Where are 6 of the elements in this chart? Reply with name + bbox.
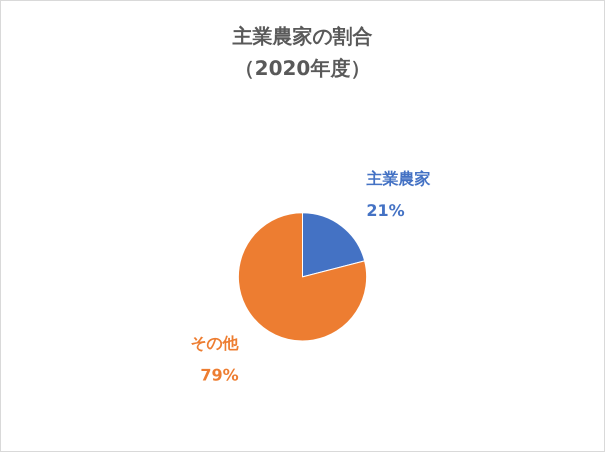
slice-label: 主業農家 bbox=[365, 169, 430, 188]
data-label: 79% bbox=[200, 366, 239, 385]
chart-title: 主業農家の割合 bbox=[232, 24, 372, 48]
slice-label: その他 bbox=[190, 334, 240, 353]
chart-subtitle: （2020年度） bbox=[234, 56, 370, 80]
data-label: 21% bbox=[366, 201, 405, 220]
